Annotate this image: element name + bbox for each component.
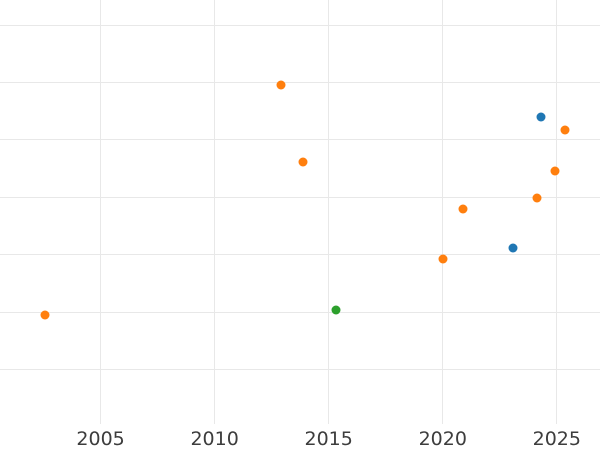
horizontal-gridline (0, 369, 600, 370)
horizontal-gridline (0, 311, 600, 313)
scatter-point-orange-series (560, 125, 570, 135)
horizontal-gridline (0, 24, 600, 26)
scatter-point-orange-series (298, 157, 308, 167)
vertical-gridline (214, 0, 216, 424)
x-tick-label: 2005 (76, 428, 125, 450)
scatter-point-green-series (331, 305, 341, 315)
x-tick-label: 2015 (304, 428, 353, 450)
scatter-point-blue-series (536, 112, 546, 122)
scatter-point-orange-series (276, 80, 286, 90)
scatter-point-blue-series (508, 243, 518, 253)
scatter-point-orange-series (458, 204, 468, 214)
x-tick-label: 2010 (190, 428, 239, 450)
x-tick-label: 2025 (532, 428, 581, 450)
horizontal-gridline (0, 82, 600, 83)
scatter-point-orange-series (40, 310, 50, 320)
horizontal-gridline (0, 139, 600, 141)
scatter-point-orange-series (438, 254, 448, 264)
horizontal-gridline (0, 196, 600, 198)
scatter-point-orange-series (550, 166, 560, 176)
horizontal-gridline (0, 254, 600, 256)
vertical-gridline (328, 0, 330, 424)
scatter-point-orange-series (532, 193, 542, 203)
vertical-gridline (442, 0, 444, 424)
vertical-gridline (556, 0, 558, 424)
vertical-gridline (100, 0, 102, 424)
x-tick-label: 2020 (418, 428, 467, 450)
